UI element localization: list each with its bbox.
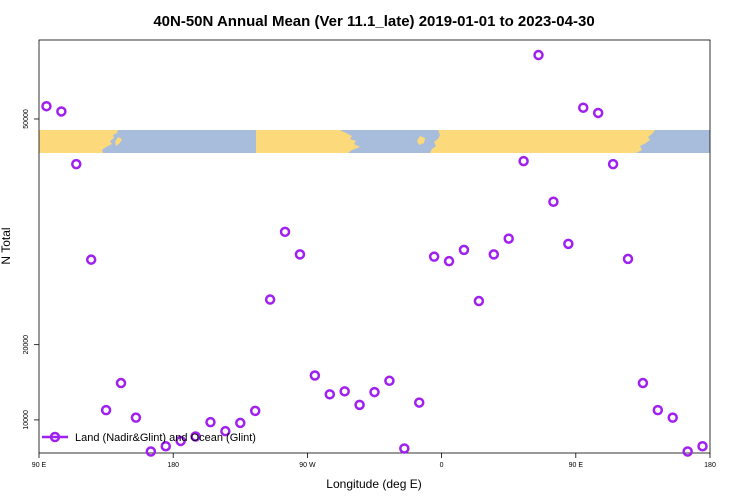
data-point [41, 100, 52, 112]
x-tick-label: 90 E [569, 462, 584, 469]
data-point [637, 377, 649, 389]
data-point [235, 417, 246, 429]
legend: Land (Nadir&Glint) and Ocean (Glint) [42, 431, 256, 444]
data-point [563, 238, 574, 250]
data-point [428, 251, 440, 262]
data-point [115, 377, 127, 389]
data-point [413, 397, 425, 408]
y-axis: 10000 20000 50000 [23, 109, 39, 430]
y-axis-label: N Total [0, 227, 13, 264]
data-point [533, 49, 544, 61]
map-land-british-isles [417, 136, 425, 145]
x-axis-label: Longitude (deg E) [326, 477, 421, 491]
data-point [85, 254, 97, 265]
chart-title: 40N-50N Annual Mean (Ver 11.1_late) 2019… [153, 13, 594, 30]
data-point [294, 249, 306, 260]
data-point [354, 399, 365, 411]
data-point [160, 440, 171, 452]
data-point [145, 446, 157, 457]
data-point [205, 416, 216, 428]
y-tick-label: 50000 [23, 109, 30, 129]
x-tick-label: 0 [440, 462, 444, 469]
map-land-asia-east [39, 130, 118, 153]
map-land-japan [115, 137, 122, 146]
data-point [652, 404, 664, 416]
y-tick-label: 10000 [23, 410, 30, 430]
data-point [279, 226, 291, 238]
data-point [518, 155, 529, 167]
data-point [548, 196, 559, 207]
x-tick-label: 90 E [32, 462, 47, 469]
data-point [622, 253, 634, 265]
data-point [249, 405, 261, 417]
data-point [220, 425, 231, 437]
world-map-strip [39, 130, 710, 153]
data-point [503, 233, 514, 244]
x-tick-label: 180 [704, 462, 716, 469]
data-point [190, 431, 201, 442]
data-point [175, 435, 186, 447]
map-land-eurasia [430, 130, 655, 153]
data-point [384, 375, 395, 387]
data-point [324, 389, 336, 400]
data-point [71, 158, 82, 170]
data-point [578, 102, 589, 113]
plot-frame [38, 39, 711, 454]
data-point [399, 443, 410, 454]
data-point [667, 412, 678, 423]
data-point [369, 386, 380, 398]
data-points [41, 49, 708, 457]
data-point [56, 106, 67, 117]
y-tick-label: 20000 [23, 335, 30, 355]
data-point [100, 404, 112, 416]
data-point [488, 249, 500, 260]
data-point [458, 244, 470, 256]
data-point [309, 370, 321, 381]
x-tick-label: 180 [167, 462, 179, 469]
data-point [473, 295, 485, 307]
legend-marker [49, 431, 61, 443]
x-axis: 90 E 180 90 W 0 90 E 180 [32, 453, 716, 469]
data-point [697, 440, 708, 452]
data-point [443, 255, 455, 267]
data-point [130, 412, 142, 423]
data-point [607, 158, 619, 170]
data-point [264, 294, 276, 305]
legend-label: Land (Nadir&Glint) and Ocean (Glint) [75, 432, 256, 444]
x-tick-label: 90 W [299, 462, 316, 469]
map-land-north-america [256, 130, 360, 153]
data-point [682, 446, 693, 457]
data-point [592, 107, 604, 119]
data-point [339, 386, 350, 397]
